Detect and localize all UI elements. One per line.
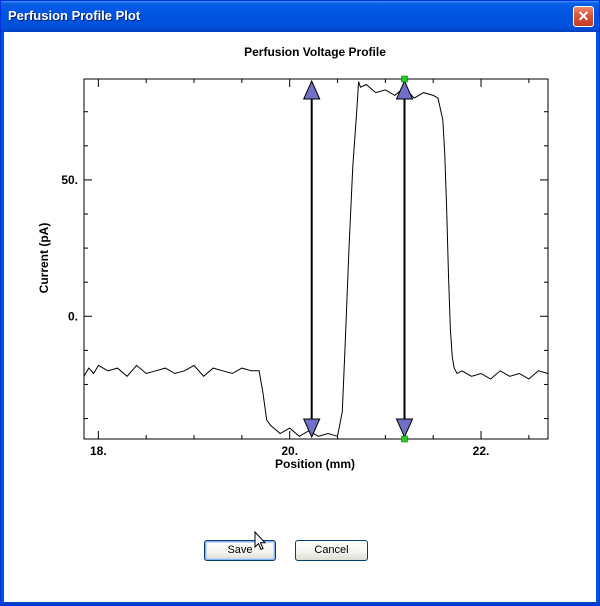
save-button[interactable]: Save xyxy=(204,540,276,561)
series-line xyxy=(83,81,549,437)
window-title: Perfusion Profile Plot xyxy=(8,8,141,23)
x-tick-label: 18. xyxy=(90,444,107,458)
mouse-pointer-icon xyxy=(254,531,267,551)
cursor-handle-bottom xyxy=(401,435,408,443)
title-bar[interactable]: Perfusion Profile Plot ✕ xyxy=(1,1,599,32)
y-axis-label: Current (pA) xyxy=(37,223,51,294)
x-tick-label: 22. xyxy=(473,444,490,458)
close-icon: ✕ xyxy=(577,8,590,24)
chart-title: Perfusion Voltage Profile xyxy=(244,45,386,59)
y-tick-labels: 50. 0. xyxy=(61,173,78,323)
window-frame-bottom xyxy=(1,602,599,605)
x-tick-label: 20. xyxy=(281,444,298,458)
axis-ticks xyxy=(84,79,548,439)
window-frame-right xyxy=(596,32,599,605)
cursor-2[interactable] xyxy=(395,75,414,443)
close-button[interactable]: ✕ xyxy=(573,6,594,27)
cursor-down-arrow-icon xyxy=(395,418,414,439)
plot-area xyxy=(83,78,549,440)
cursor-handle-top xyxy=(401,75,408,83)
cursor-up-arrow-icon xyxy=(302,79,321,100)
window-frame-left xyxy=(1,32,4,605)
x-tick-labels: 18. 20. 22. xyxy=(90,444,489,458)
cursor-down-arrow-icon xyxy=(302,418,321,439)
cursors[interactable] xyxy=(302,75,414,443)
cursor-up-arrow-icon xyxy=(395,79,414,100)
y-tick-label: 0. xyxy=(68,309,78,323)
cursor-1[interactable] xyxy=(302,79,321,439)
cancel-button[interactable]: Cancel xyxy=(295,540,368,561)
x-axis-label: Position (mm) xyxy=(275,457,355,471)
y-tick-label: 50. xyxy=(61,173,78,187)
